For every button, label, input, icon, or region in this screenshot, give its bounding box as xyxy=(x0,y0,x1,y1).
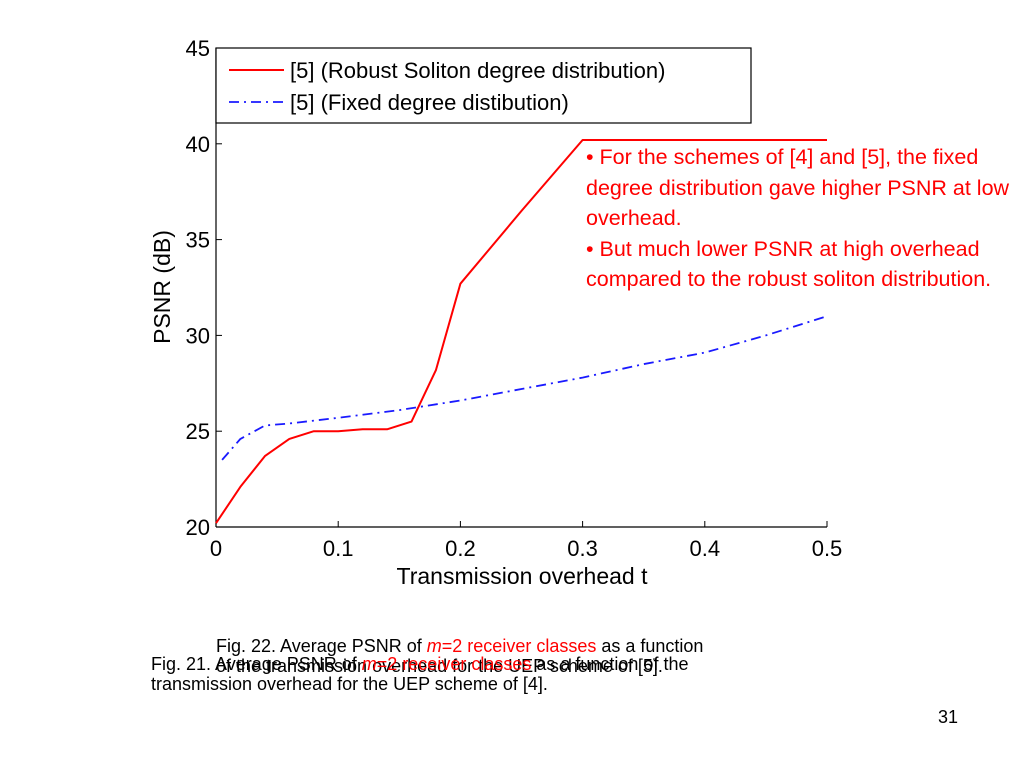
legend: [5] (Robust Soliton degree distribution)… xyxy=(215,47,752,124)
x-tick-label: 0.2 xyxy=(445,536,476,561)
y-tick-label: 35 xyxy=(186,228,210,253)
series-line-robust-soliton xyxy=(215,139,827,524)
figure-caption-21: Fig. 21. Average PSNR of m=2 receiver cl… xyxy=(151,654,688,694)
y-tick-label: 40 xyxy=(186,132,210,157)
x-tick-label: 0.3 xyxy=(567,536,598,561)
y-tick-label: 30 xyxy=(186,323,210,348)
x-axis-label: Transmission overhead t xyxy=(397,563,649,589)
y-tick-label: 20 xyxy=(186,515,210,540)
legend-label-fixed: [5] (Fixed degree distibution) xyxy=(290,90,569,115)
caption-21-suffix: as a function of the xyxy=(531,654,689,674)
caption-22-m: m xyxy=(426,636,442,656)
y-tick-label: 45 xyxy=(186,36,210,61)
legend-box xyxy=(215,47,752,124)
figure-caption-22: Fig. 22. Average PSNR of m=2 receiver cl… xyxy=(216,636,703,676)
legend-label-robust: [5] (Robust Soliton degree distribution) xyxy=(290,58,665,83)
caption-22-highlight: =2 receiver classes xyxy=(441,636,597,656)
caption-21-prefix: Fig. 21. Average PSNR of xyxy=(151,654,362,674)
caption-21-line2: transmission overhead for the UEP scheme… xyxy=(151,674,548,694)
x-tick-label: 0.1 xyxy=(323,536,354,561)
x-tick-label: 0.4 xyxy=(690,536,721,561)
y-axis-label: PSNR (dB) xyxy=(149,230,175,344)
caption-22-line2: of the transmission overhead for the UEP… xyxy=(216,656,663,676)
annotation-line-1: • For the schemes of [4] and [5], the fi… xyxy=(586,145,1010,230)
caption-21-highlight: =2 receiver classes xyxy=(376,654,532,674)
annotation-box: • For the schemes of [4] and [5], the fi… xyxy=(586,142,1011,295)
slide-number: 31 xyxy=(938,707,959,727)
series-line-fixed-degree xyxy=(221,315,828,461)
x-tick-label: 0.5 xyxy=(812,536,843,561)
psnr-chart: 0 0.1 0.2 0.3 0.4 0.5 20 25 30 35 40 45 [5] (Robus… xyxy=(149,36,843,589)
x-tick-label: 0 xyxy=(210,536,222,561)
caption-22-prefix: Fig. 22. Average PSNR of xyxy=(216,636,427,656)
caption-21-m: m xyxy=(361,654,377,674)
annotation-line-2: • But much lower PSNR at high overhead c… xyxy=(586,236,992,292)
caption-22-suffix: as a function xyxy=(596,636,704,656)
y-tick-label: 25 xyxy=(186,419,210,444)
